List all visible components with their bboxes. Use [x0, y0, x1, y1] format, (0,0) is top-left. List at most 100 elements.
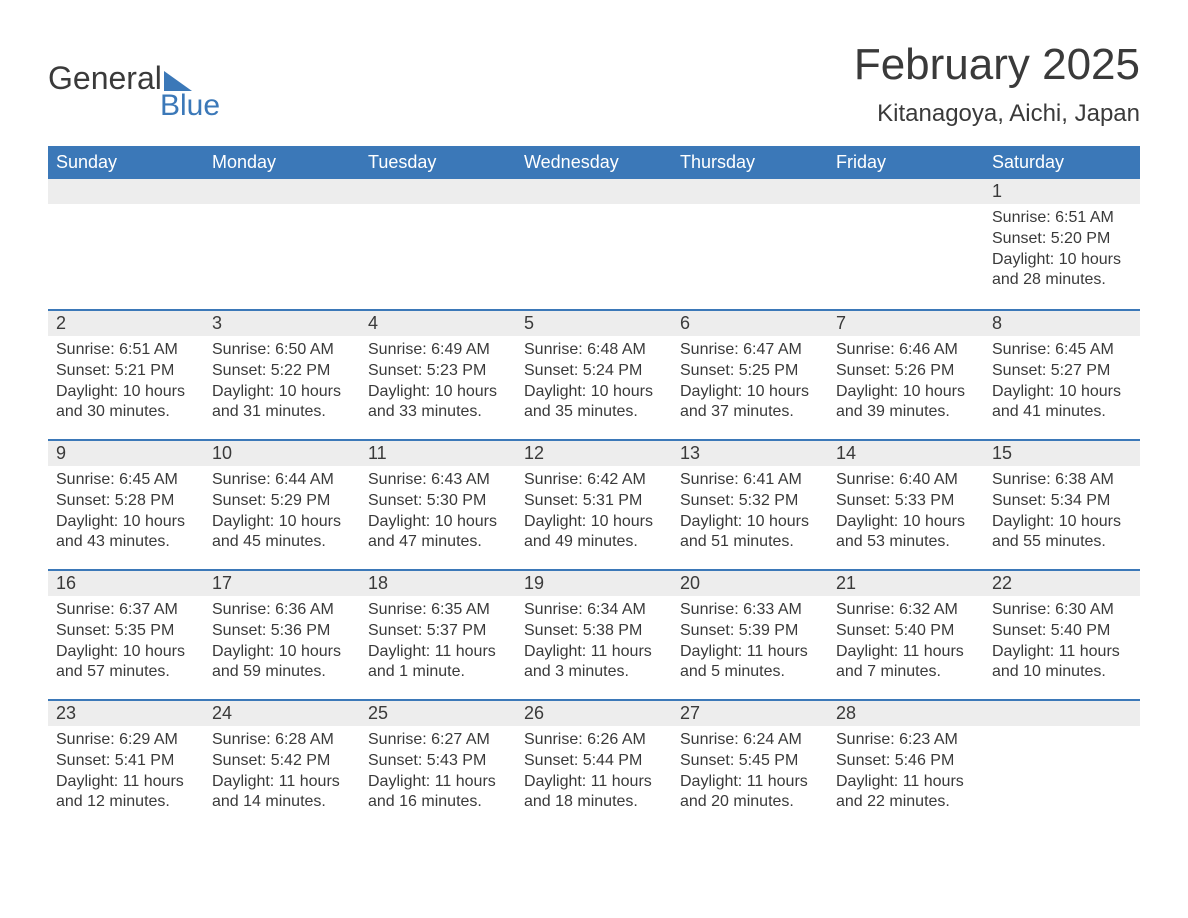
- daylight-text: Daylight: 10 hours and 49 minutes.: [524, 512, 664, 554]
- sunset-text: Sunset: 5:35 PM: [56, 621, 196, 642]
- sunrise-text: Sunrise: 6:26 AM: [524, 730, 664, 751]
- calendar-day: 17Sunrise: 6:36 AMSunset: 5:36 PMDayligh…: [204, 569, 360, 699]
- day-number: .: [516, 179, 672, 204]
- calendar-day: 26Sunrise: 6:26 AMSunset: 5:44 PMDayligh…: [516, 699, 672, 829]
- sunrise-text: Sunrise: 6:51 AM: [992, 208, 1132, 229]
- weekday-header: Friday: [828, 146, 984, 179]
- day-number: 21: [828, 571, 984, 596]
- day-number: 5: [516, 311, 672, 336]
- weekday-header-row: Sunday Monday Tuesday Wednesday Thursday…: [48, 146, 1140, 179]
- day-content: [204, 204, 360, 214]
- calendar-day: 19Sunrise: 6:34 AMSunset: 5:38 PMDayligh…: [516, 569, 672, 699]
- month-title: February 2025: [854, 40, 1140, 90]
- day-inner: 11Sunrise: 6:43 AMSunset: 5:30 PMDayligh…: [360, 439, 516, 559]
- day-inner: .: [672, 179, 828, 214]
- daylight-text: Daylight: 11 hours and 5 minutes.: [680, 642, 820, 684]
- day-content: Sunrise: 6:45 AMSunset: 5:27 PMDaylight:…: [984, 336, 1140, 429]
- day-inner: 8Sunrise: 6:45 AMSunset: 5:27 PMDaylight…: [984, 309, 1140, 429]
- day-inner: 22Sunrise: 6:30 AMSunset: 5:40 PMDayligh…: [984, 569, 1140, 689]
- weekday-header: Tuesday: [360, 146, 516, 179]
- day-content: Sunrise: 6:51 AMSunset: 5:21 PMDaylight:…: [48, 336, 204, 429]
- daylight-text: Daylight: 10 hours and 41 minutes.: [992, 382, 1132, 424]
- daylight-text: Daylight: 10 hours and 51 minutes.: [680, 512, 820, 554]
- day-number: .: [48, 179, 204, 204]
- sunrise-text: Sunrise: 6:45 AM: [56, 470, 196, 491]
- sunrise-text: Sunrise: 6:33 AM: [680, 600, 820, 621]
- calendar-day: 25Sunrise: 6:27 AMSunset: 5:43 PMDayligh…: [360, 699, 516, 829]
- sunset-text: Sunset: 5:27 PM: [992, 361, 1132, 382]
- sunrise-text: Sunrise: 6:32 AM: [836, 600, 976, 621]
- logo-triangle-icon: [164, 71, 192, 91]
- calendar-week: 2Sunrise: 6:51 AMSunset: 5:21 PMDaylight…: [48, 309, 1140, 439]
- day-number: 17: [204, 571, 360, 596]
- page-header: General Blue February 2025 Kitanagoya, A…: [48, 40, 1140, 128]
- calendar-day: .: [204, 179, 360, 309]
- day-content: [360, 204, 516, 214]
- day-number: .: [360, 179, 516, 204]
- calendar-day: .: [672, 179, 828, 309]
- calendar-day: 20Sunrise: 6:33 AMSunset: 5:39 PMDayligh…: [672, 569, 828, 699]
- calendar-day: 5Sunrise: 6:48 AMSunset: 5:24 PMDaylight…: [516, 309, 672, 439]
- sunrise-text: Sunrise: 6:24 AM: [680, 730, 820, 751]
- day-inner: 19Sunrise: 6:34 AMSunset: 5:38 PMDayligh…: [516, 569, 672, 689]
- day-content: Sunrise: 6:49 AMSunset: 5:23 PMDaylight:…: [360, 336, 516, 429]
- day-number: 10: [204, 441, 360, 466]
- day-number: 4: [360, 311, 516, 336]
- day-content: Sunrise: 6:47 AMSunset: 5:25 PMDaylight:…: [672, 336, 828, 429]
- sunset-text: Sunset: 5:37 PM: [368, 621, 508, 642]
- calendar-day: 22Sunrise: 6:30 AMSunset: 5:40 PMDayligh…: [984, 569, 1140, 699]
- sunset-text: Sunset: 5:45 PM: [680, 751, 820, 772]
- day-number: 3: [204, 311, 360, 336]
- sunrise-text: Sunrise: 6:43 AM: [368, 470, 508, 491]
- day-inner: 16Sunrise: 6:37 AMSunset: 5:35 PMDayligh…: [48, 569, 204, 689]
- calendar-day: .: [360, 179, 516, 309]
- brand-logo: General Blue: [48, 60, 220, 123]
- calendar-page: General Blue February 2025 Kitanagoya, A…: [0, 0, 1188, 869]
- calendar-day: 21Sunrise: 6:32 AMSunset: 5:40 PMDayligh…: [828, 569, 984, 699]
- calendar-day: 18Sunrise: 6:35 AMSunset: 5:37 PMDayligh…: [360, 569, 516, 699]
- day-number: 7: [828, 311, 984, 336]
- weekday-header: Monday: [204, 146, 360, 179]
- sunrise-text: Sunrise: 6:30 AM: [992, 600, 1132, 621]
- calendar-week: 9Sunrise: 6:45 AMSunset: 5:28 PMDaylight…: [48, 439, 1140, 569]
- weekday-header: Sunday: [48, 146, 204, 179]
- sunrise-text: Sunrise: 6:37 AM: [56, 600, 196, 621]
- daylight-text: Daylight: 11 hours and 12 minutes.: [56, 772, 196, 814]
- calendar-day: .: [828, 179, 984, 309]
- sunrise-text: Sunrise: 6:34 AM: [524, 600, 664, 621]
- sunrise-text: Sunrise: 6:47 AM: [680, 340, 820, 361]
- calendar-day: 14Sunrise: 6:40 AMSunset: 5:33 PMDayligh…: [828, 439, 984, 569]
- weekday-header: Wednesday: [516, 146, 672, 179]
- day-inner: 7Sunrise: 6:46 AMSunset: 5:26 PMDaylight…: [828, 309, 984, 429]
- sunrise-text: Sunrise: 6:44 AM: [212, 470, 352, 491]
- day-inner: 13Sunrise: 6:41 AMSunset: 5:32 PMDayligh…: [672, 439, 828, 559]
- sunset-text: Sunset: 5:22 PM: [212, 361, 352, 382]
- calendar-day: 23Sunrise: 6:29 AMSunset: 5:41 PMDayligh…: [48, 699, 204, 829]
- day-content: Sunrise: 6:35 AMSunset: 5:37 PMDaylight:…: [360, 596, 516, 689]
- day-inner: 27Sunrise: 6:24 AMSunset: 5:45 PMDayligh…: [672, 699, 828, 819]
- sunrise-text: Sunrise: 6:45 AM: [992, 340, 1132, 361]
- day-content: Sunrise: 6:23 AMSunset: 5:46 PMDaylight:…: [828, 726, 984, 819]
- calendar-day: 9Sunrise: 6:45 AMSunset: 5:28 PMDaylight…: [48, 439, 204, 569]
- sunrise-text: Sunrise: 6:28 AM: [212, 730, 352, 751]
- day-number: .: [828, 179, 984, 204]
- day-inner: .: [516, 179, 672, 214]
- day-inner: 21Sunrise: 6:32 AMSunset: 5:40 PMDayligh…: [828, 569, 984, 689]
- calendar-day: 24Sunrise: 6:28 AMSunset: 5:42 PMDayligh…: [204, 699, 360, 829]
- day-inner: 6Sunrise: 6:47 AMSunset: 5:25 PMDaylight…: [672, 309, 828, 429]
- day-number: 25: [360, 701, 516, 726]
- sunrise-text: Sunrise: 6:48 AM: [524, 340, 664, 361]
- daylight-text: Daylight: 11 hours and 14 minutes.: [212, 772, 352, 814]
- day-inner: 10Sunrise: 6:44 AMSunset: 5:29 PMDayligh…: [204, 439, 360, 559]
- day-content: Sunrise: 6:26 AMSunset: 5:44 PMDaylight:…: [516, 726, 672, 819]
- day-content: [672, 204, 828, 214]
- day-content: Sunrise: 6:46 AMSunset: 5:26 PMDaylight:…: [828, 336, 984, 429]
- day-inner: 1Sunrise: 6:51 AMSunset: 5:20 PMDaylight…: [984, 179, 1140, 297]
- day-number: 13: [672, 441, 828, 466]
- day-number: 15: [984, 441, 1140, 466]
- day-inner: 15Sunrise: 6:38 AMSunset: 5:34 PMDayligh…: [984, 439, 1140, 559]
- sunset-text: Sunset: 5:28 PM: [56, 491, 196, 512]
- sunrise-text: Sunrise: 6:46 AM: [836, 340, 976, 361]
- day-content: [828, 204, 984, 214]
- day-number: 24: [204, 701, 360, 726]
